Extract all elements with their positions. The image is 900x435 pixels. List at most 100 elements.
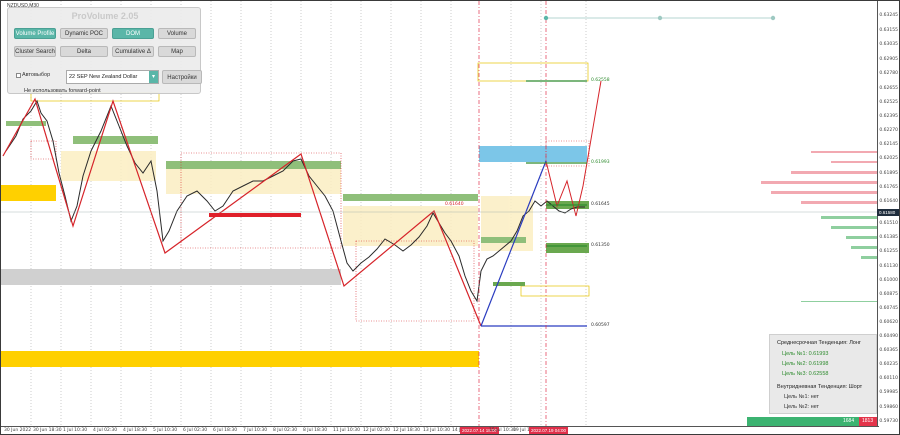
price-tick: 0.63035	[879, 42, 898, 47]
price-tick: 0.61895	[879, 171, 898, 176]
price-tick: 0.60365	[879, 348, 898, 353]
mid-trend-title: Среднесрочная Тенденция: Лонг	[777, 340, 861, 346]
intraday-trend-title: Внутридневная Тенденция: Шорт	[777, 384, 863, 390]
time-tick: 1 Jul 10:30	[63, 428, 88, 433]
level-label-box: 0.61640	[445, 202, 464, 207]
price-tick: 0.61255	[879, 249, 898, 254]
price-tick: 0.63245	[879, 13, 898, 18]
level-label-5: 0.60597	[591, 323, 610, 328]
price-tick: 0.62905	[879, 57, 898, 62]
price-tick: 0.61000	[879, 278, 898, 283]
price-tick: 0.62655	[879, 86, 898, 91]
volume-profile-histogram	[761, 151, 879, 302]
cluster-search-button[interactable]: Cluster Search	[14, 46, 56, 57]
time-tick: 8 Jul 18:30	[303, 428, 328, 433]
forward-point-label: Не использовать forward-point	[24, 88, 101, 94]
price-tick: 0.60620	[879, 320, 898, 325]
price-tick: 0.61130	[879, 264, 898, 269]
time-tick: 7 Jul 10:30	[243, 428, 268, 433]
price-tick: 0.62525	[879, 100, 898, 105]
price-tick: 0.60235	[879, 362, 898, 367]
price-tick: 0.61385	[879, 235, 898, 240]
time-tick: 19 Jul 10:30	[513, 428, 540, 433]
autoselect-checkbox[interactable]	[16, 73, 21, 78]
time-marker-lines	[478, 1, 547, 428]
current-price-tag: 0.61580	[877, 209, 899, 216]
time-tick: 4 Jul 18:30	[123, 428, 148, 433]
price-tick: 0.62780	[879, 71, 898, 76]
sell-volume: 1813	[862, 418, 874, 424]
panel-title: ProVolume 2.05	[71, 11, 139, 21]
sell-volume-block: 1813	[859, 417, 877, 426]
time-tick: 8 Jul 02:30	[273, 428, 298, 433]
price-tick: 0.61640	[879, 199, 898, 204]
price-tick: 0.62395	[879, 114, 898, 119]
price-tick: 0.62145	[879, 142, 898, 147]
zigzag-red	[2, 97, 482, 327]
time-flag: 2022.07.19 04:00	[529, 427, 569, 434]
volume-profile-button[interactable]: Volume Profile	[14, 28, 56, 39]
dom-button[interactable]: DOM	[112, 28, 154, 39]
zigzag-blue	[480, 160, 547, 327]
mid-target-1: Цель №1: 0.61993	[782, 351, 829, 357]
level-label-2: 0.61993	[591, 160, 610, 165]
red-level-bar	[209, 213, 301, 217]
price-tick: 0.61510	[879, 221, 898, 226]
dynamic-poc-button[interactable]: Dynamic POC	[60, 28, 108, 39]
time-tick: 11 Jul 10:30	[333, 428, 360, 433]
volume-button[interactable]: Volume	[158, 28, 196, 39]
symbol-title: NZDUSD,M30	[7, 3, 39, 9]
price-axis[interactable]: 0.63245 0.63155 0.63035 0.62905 0.62780 …	[877, 1, 899, 428]
level-label-1: 0.62558	[591, 78, 610, 83]
price-chart-canvas[interactable]	[1, 1, 879, 428]
price-tick: 0.60875	[879, 292, 898, 297]
time-tick: 6 Jul 02:30	[183, 428, 208, 433]
time-tick: 6 Jul 18:30	[213, 428, 238, 433]
autoselect-label: Автовыбор	[22, 72, 51, 78]
map-button[interactable]: Map	[158, 46, 196, 57]
time-tick: 13 Jul 10:30	[423, 428, 450, 433]
volume-zones	[61, 151, 533, 251]
mid-target-2: Цель №2: 0.61998	[782, 361, 829, 367]
price-tick: 0.60490	[879, 334, 898, 339]
price-tick: 0.60110	[879, 376, 898, 381]
price-tick: 0.63155	[879, 28, 898, 33]
trend-panel: Среднесрочная Тенденция: Лонг Цель №1: 0…	[769, 334, 877, 414]
blue-zone	[479, 146, 587, 162]
time-tick: 30 Jun 18:30	[33, 428, 62, 433]
chevron-down-icon[interactable]: ▾	[149, 71, 158, 83]
time-tick: 12 Jul 02:30	[363, 428, 390, 433]
price-series	[5, 99, 585, 303]
grey-zone	[1, 269, 341, 285]
buy-volume: 1684	[843, 418, 855, 424]
price-tick: 0.59730	[879, 419, 898, 424]
price-tick: 0.61765	[879, 185, 898, 190]
delta-button[interactable]: Delta	[60, 46, 108, 57]
price-tick: 0.59860	[879, 405, 898, 410]
cumulative-delta-button[interactable]: Cumulative Δ	[112, 46, 154, 57]
contract-select[interactable]: 22 SEP New Zealand Dollar	[66, 70, 159, 84]
price-tick: 0.59985	[879, 390, 898, 395]
provolume-panel: ProVolume 2.05 Volume Profile Dynamic PO…	[7, 7, 202, 94]
level-label-4: 0.61350	[591, 243, 610, 248]
price-tick: 0.62270	[879, 128, 898, 133]
time-tick: 30 Jun 2022	[4, 428, 32, 433]
target-lines	[481, 80, 587, 327]
intraday-target-2: Цель №2: нет	[784, 404, 819, 410]
time-tick: 4 Jul 02:30	[93, 428, 118, 433]
time-axis[interactable]: 30 Jun 2022 30 Jun 18:30 1 Jul 10:30 4 J…	[1, 426, 879, 434]
time-flag: 2022.07.14 18:00	[460, 427, 500, 434]
price-tick: 0.62025	[879, 156, 898, 161]
level-label-3: 0.61645	[591, 202, 610, 207]
mid-target-3: Цель №3: 0.62558	[782, 371, 829, 377]
zigzag-red-forecast	[545, 80, 602, 217]
time-tick: 5 Jul 10:30	[153, 428, 178, 433]
price-tick: 0.60745	[879, 306, 898, 311]
time-tick: 12 Jul 18:30	[393, 428, 420, 433]
time-tick: 15 Jul 10:30	[489, 428, 516, 433]
intraday-target-1: Цель №1: нет	[784, 394, 819, 400]
volume-footer: 1684 1813	[747, 417, 877, 426]
settings-button[interactable]: Настройки	[162, 70, 202, 84]
top-scroll-markers[interactable]	[543, 15, 776, 21]
